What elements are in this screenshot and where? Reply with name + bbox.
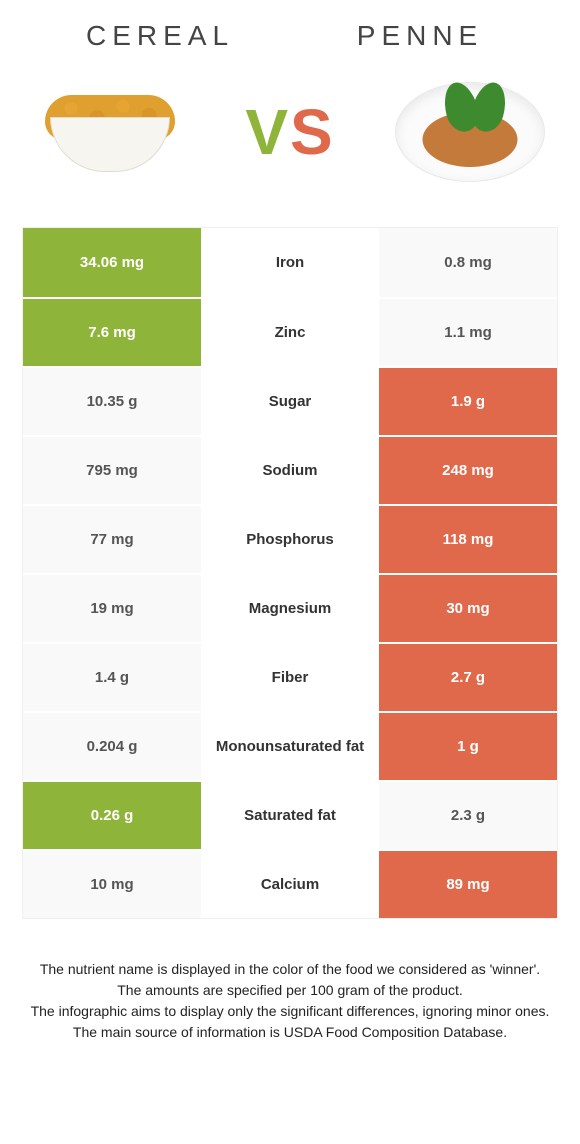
vs-letter-s: S — [290, 95, 335, 169]
nutrient-name: Phosphorus — [201, 506, 379, 573]
image-row: VS — [0, 52, 580, 227]
nutrient-row: 10 mgCalcium89 mg — [23, 849, 557, 918]
nutrient-value-right: 30 mg — [379, 575, 557, 642]
footer-notes: The nutrient name is displayed in the co… — [0, 919, 580, 1043]
nutrient-value-left: 34.06 mg — [23, 228, 201, 297]
nutrient-value-left: 7.6 mg — [23, 299, 201, 366]
cereal-bowl-icon — [40, 87, 180, 177]
nutrient-name: Magnesium — [201, 575, 379, 642]
nutrient-name: Saturated fat — [201, 782, 379, 849]
nutrient-value-left: 0.204 g — [23, 713, 201, 780]
nutrient-value-right: 89 mg — [379, 851, 557, 918]
vs-label: VS — [245, 95, 334, 169]
footer-line: The amounts are specified per 100 gram o… — [20, 980, 560, 1001]
footer-line: The main source of information is USDA F… — [20, 1022, 560, 1043]
footer-line: The nutrient name is displayed in the co… — [20, 959, 560, 980]
nutrient-name: Sugar — [201, 368, 379, 435]
food-title-right: PENNE — [290, 20, 550, 52]
nutrient-row: 1.4 gFiber2.7 g — [23, 642, 557, 711]
nutrient-row: 0.204 gMonounsaturated fat1 g — [23, 711, 557, 780]
nutrient-value-left: 10.35 g — [23, 368, 201, 435]
nutrient-name: Monounsaturated fat — [201, 713, 379, 780]
header-row: CEREAL PENNE — [0, 0, 580, 52]
nutrient-row: 19 mgMagnesium30 mg — [23, 573, 557, 642]
nutrient-row: 7.6 mgZinc1.1 mg — [23, 297, 557, 366]
nutrient-value-left: 1.4 g — [23, 644, 201, 711]
nutrient-row: 77 mgPhosphorus118 mg — [23, 504, 557, 573]
food-image-right — [385, 67, 555, 197]
nutrient-value-right: 1.1 mg — [379, 299, 557, 366]
nutrient-value-left: 10 mg — [23, 851, 201, 918]
vs-letter-v: V — [245, 95, 290, 169]
footer-line: The infographic aims to display only the… — [20, 1001, 560, 1022]
nutrient-value-right: 1.9 g — [379, 368, 557, 435]
nutrient-row: 10.35 gSugar1.9 g — [23, 366, 557, 435]
nutrient-name: Calcium — [201, 851, 379, 918]
nutrient-value-left: 0.26 g — [23, 782, 201, 849]
nutrient-name: Iron — [201, 228, 379, 297]
nutrient-name: Fiber — [201, 644, 379, 711]
nutrient-value-right: 2.7 g — [379, 644, 557, 711]
nutrient-value-left: 19 mg — [23, 575, 201, 642]
nutrient-row: 795 mgSodium248 mg — [23, 435, 557, 504]
food-title-left: CEREAL — [30, 20, 290, 52]
nutrient-value-right: 118 mg — [379, 506, 557, 573]
nutrient-value-right: 0.8 mg — [379, 228, 557, 297]
nutrient-table: 34.06 mgIron0.8 mg7.6 mgZinc1.1 mg10.35 … — [22, 227, 558, 919]
nutrient-row: 34.06 mgIron0.8 mg — [23, 228, 557, 297]
nutrient-name: Zinc — [201, 299, 379, 366]
nutrient-value-right: 248 mg — [379, 437, 557, 504]
nutrient-row: 0.26 gSaturated fat2.3 g — [23, 780, 557, 849]
penne-plate-icon — [395, 77, 545, 187]
nutrient-name: Sodium — [201, 437, 379, 504]
nutrient-value-right: 1 g — [379, 713, 557, 780]
nutrient-value-left: 795 mg — [23, 437, 201, 504]
nutrient-value-left: 77 mg — [23, 506, 201, 573]
nutrient-value-right: 2.3 g — [379, 782, 557, 849]
food-image-left — [25, 67, 195, 197]
